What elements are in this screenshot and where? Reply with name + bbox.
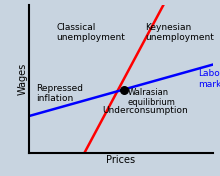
Text: Repressed
inflation: Repressed inflation (36, 84, 83, 103)
Point (122, 88, 126, 91)
X-axis label: Prices: Prices (106, 155, 136, 165)
Text: Keynesian
unemployment: Keynesian unemployment (145, 23, 214, 42)
Text: Classical
unemployment: Classical unemployment (56, 23, 125, 42)
Text: Labor
market: Labor market (199, 70, 220, 89)
Text: Walrasian
equilibrium: Walrasian equilibrium (127, 88, 175, 108)
Text: Underconsumption: Underconsumption (103, 106, 188, 115)
Y-axis label: Wages: Wages (17, 63, 27, 95)
